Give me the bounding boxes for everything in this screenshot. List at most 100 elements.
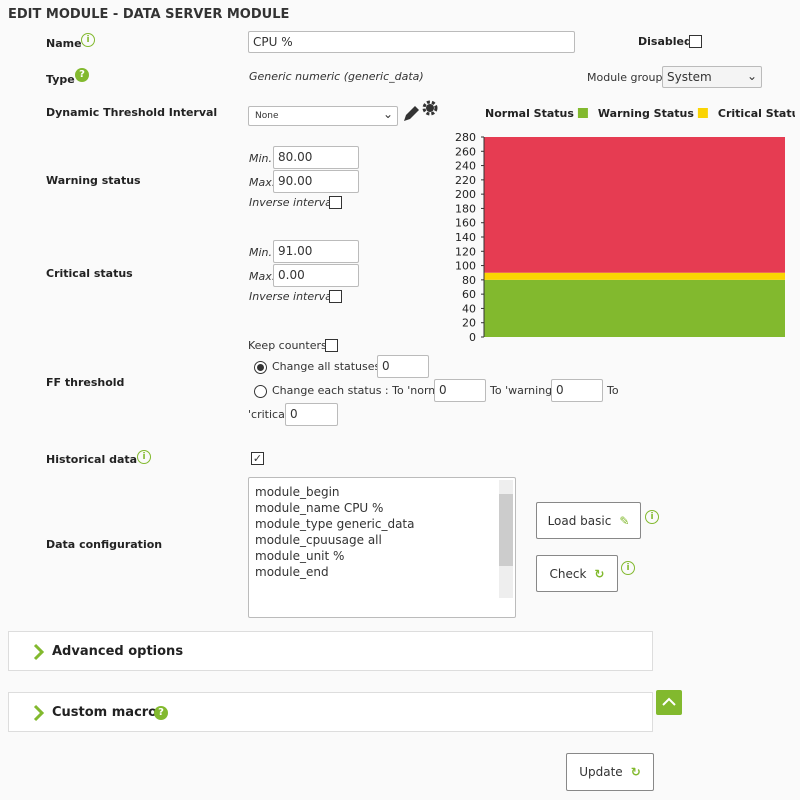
y-tick-label: 260 <box>455 145 476 158</box>
critical-max-label: Max. <box>249 270 276 283</box>
change-all-label: Change all statuses : <box>272 360 388 373</box>
y-tick-label: 160 <box>455 217 476 230</box>
wrench-icon: ✎ <box>619 513 630 528</box>
module-group-value: System <box>667 70 712 84</box>
macros-title: Custom macros <box>52 705 165 720</box>
scroll-top-button[interactable] <box>656 690 682 715</box>
refresh-icon: ↻ <box>594 566 605 581</box>
refresh-icon: ↻ <box>630 765 641 779</box>
update-button[interactable]: Update ↻ <box>566 753 654 791</box>
ff-label: FF threshold <box>46 376 125 389</box>
name-input[interactable]: CPU % <box>248 31 575 53</box>
check-text: Check <box>549 566 587 581</box>
critical-min-input[interactable]: 91.00 <box>273 240 359 263</box>
normal-input[interactable]: 0 <box>434 379 486 402</box>
to-warning-label: To 'warning' <box>490 384 556 397</box>
warning-max-input[interactable]: 90.00 <box>273 170 359 193</box>
y-tick-label: 280 <box>455 131 476 144</box>
legend-label: Critical Status <box>718 107 795 120</box>
warning-min-input[interactable]: 80.00 <box>273 146 359 169</box>
warning-inverse-label: Inverse interval <box>249 196 335 209</box>
help-icon: ? <box>154 706 168 720</box>
radio-each[interactable] <box>254 385 267 398</box>
radio-all[interactable] <box>254 361 267 374</box>
critical-inverse-checkbox[interactable] <box>329 290 342 303</box>
type-value: Generic numeric (generic_data) <box>249 70 424 83</box>
y-tick-label: 0 <box>469 331 476 344</box>
dynamic-threshold-label: Dynamic Threshold Interval <box>46 106 218 119</box>
load-basic-text: Load basic <box>547 513 612 528</box>
data-config-textarea[interactable]: module_begin module_name CPU % module_type… <box>248 477 516 618</box>
legend-label: Normal Status <box>485 107 574 120</box>
bar-segment <box>484 272 785 280</box>
select-arrow: ⌄ <box>382 107 393 121</box>
disabled-checkbox[interactable] <box>689 35 702 48</box>
critical-inverse-label: Inverse interval <box>249 290 335 303</box>
config-lines: module_begin module_name CPU % module_type… <box>255 484 509 580</box>
critical-max-input[interactable]: 0.00 <box>273 264 359 287</box>
y-tick-label: 180 <box>455 202 476 215</box>
critical-ff-label: 'critical' <box>248 408 291 421</box>
config-line: module_type generic_data <box>255 517 415 531</box>
config-line: module_cpuusage all <box>255 533 382 547</box>
warning-inverse-checkbox[interactable] <box>329 196 342 209</box>
y-tick-label: 120 <box>455 245 476 258</box>
help-icon: ? <box>75 68 89 82</box>
y-tick-label: 220 <box>455 174 476 187</box>
update-text: Update <box>579 765 623 779</box>
warning-max-label: Max. <box>249 176 276 189</box>
up-icon <box>662 697 676 706</box>
y-tick-label: 20 <box>462 317 476 330</box>
y-tick-label: 240 <box>455 160 476 173</box>
module-group-label: Module group <box>587 71 663 84</box>
warning-input[interactable]: 0 <box>551 379 603 402</box>
change-all-input[interactable]: 0 <box>377 355 429 378</box>
dynamic-threshold-value: None <box>255 111 279 121</box>
warning-min-label: Min. <box>249 152 273 165</box>
y-tick-label: 80 <box>462 274 476 287</box>
edit-icons[interactable] <box>402 99 440 125</box>
gear-center <box>426 104 434 112</box>
critical-label: Critical status <box>46 267 133 280</box>
info-icon: i <box>645 510 659 524</box>
info-icon: i <box>81 33 95 47</box>
y-tick-label: 40 <box>462 302 476 315</box>
config-line: module_end <box>255 565 329 579</box>
module-group-select[interactable]: System ⌄ <box>662 66 762 88</box>
info-icon: i <box>137 450 151 464</box>
advanced-section[interactable]: Advanced options <box>8 631 653 671</box>
change-each-label: Change each status : To 'normal' <box>272 384 452 397</box>
type-label: Type <box>46 73 75 86</box>
keep-counters-checkbox[interactable] <box>325 339 338 352</box>
to-label: To <box>607 384 619 397</box>
legend-swatch <box>577 108 588 118</box>
macros-section[interactable]: Custom macros? <box>8 692 653 732</box>
page-title: EDIT MODULE - DATA SERVER MODULE <box>8 7 290 22</box>
y-tick-label: 200 <box>455 188 476 201</box>
check-button[interactable]: Check ↻ <box>536 555 618 592</box>
y-tick-label: 100 <box>455 260 476 273</box>
critical-input[interactable]: 0 <box>285 403 338 426</box>
config-line: module_name CPU % <box>255 501 384 515</box>
historical-label: Historical data <box>46 453 138 466</box>
dynamic-threshold-select[interactable]: None ⌄ <box>248 106 398 126</box>
legend-swatch <box>697 108 708 118</box>
select-arrow: ⌄ <box>746 69 757 83</box>
scrollbar <box>499 480 513 598</box>
critical-min-label: Min. <box>249 246 273 259</box>
scrollbar-thumb <box>499 494 513 566</box>
warning-label: Warning status <box>46 174 141 187</box>
pencil-icon <box>404 106 419 121</box>
historical-checkbox[interactable]: ✓ <box>251 452 264 465</box>
bar-segment <box>484 279 785 337</box>
bar-segment <box>484 137 785 273</box>
chevron <box>33 643 45 661</box>
gear-icon <box>422 100 438 116</box>
load-basic-button[interactable]: Load basic ✎ <box>536 502 641 539</box>
keep-counters-label: Keep counters <box>248 339 327 352</box>
y-tick-label: 140 <box>455 231 476 244</box>
legend-label: Warning Status <box>598 107 694 120</box>
radio-dot <box>257 364 264 371</box>
